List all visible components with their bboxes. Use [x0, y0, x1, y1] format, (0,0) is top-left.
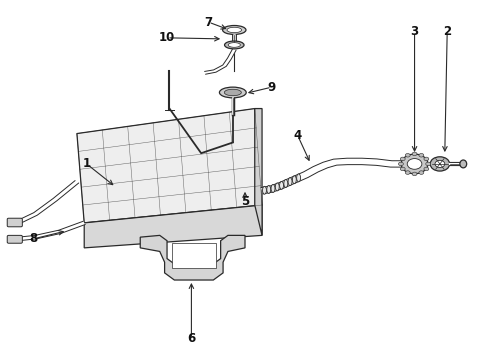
Polygon shape: [77, 109, 262, 223]
Ellipse shape: [227, 27, 242, 33]
Ellipse shape: [419, 153, 424, 157]
Polygon shape: [17, 181, 79, 224]
Ellipse shape: [419, 171, 424, 174]
Ellipse shape: [405, 153, 410, 157]
Text: 8: 8: [29, 233, 37, 246]
Ellipse shape: [400, 157, 405, 161]
Ellipse shape: [288, 178, 292, 185]
FancyBboxPatch shape: [7, 235, 23, 243]
Ellipse shape: [426, 162, 431, 166]
Ellipse shape: [412, 152, 417, 156]
Ellipse shape: [220, 87, 246, 98]
Polygon shape: [205, 49, 236, 74]
Ellipse shape: [401, 154, 428, 174]
Ellipse shape: [222, 26, 246, 35]
Text: 10: 10: [159, 31, 175, 44]
Ellipse shape: [263, 186, 267, 194]
Ellipse shape: [400, 167, 405, 171]
Text: 5: 5: [241, 195, 249, 208]
Ellipse shape: [293, 176, 296, 184]
Ellipse shape: [424, 167, 429, 171]
Polygon shape: [261, 158, 418, 194]
Ellipse shape: [398, 162, 403, 166]
Text: 2: 2: [443, 25, 451, 38]
Ellipse shape: [407, 158, 422, 169]
Ellipse shape: [405, 171, 410, 174]
Ellipse shape: [430, 157, 450, 171]
Text: 7: 7: [204, 15, 213, 28]
Text: 9: 9: [268, 81, 276, 94]
Ellipse shape: [280, 181, 284, 189]
Text: 6: 6: [187, 333, 196, 346]
Ellipse shape: [284, 180, 288, 188]
Ellipse shape: [224, 41, 244, 49]
Ellipse shape: [412, 172, 417, 176]
Ellipse shape: [271, 185, 275, 192]
Ellipse shape: [267, 185, 270, 193]
Ellipse shape: [435, 160, 445, 167]
Polygon shape: [18, 221, 85, 241]
Text: 1: 1: [83, 157, 91, 170]
FancyBboxPatch shape: [7, 218, 23, 227]
Polygon shape: [140, 235, 245, 280]
Ellipse shape: [224, 89, 242, 96]
Ellipse shape: [296, 174, 300, 182]
Polygon shape: [172, 243, 216, 267]
Polygon shape: [84, 205, 262, 248]
Ellipse shape: [460, 160, 466, 168]
Polygon shape: [255, 109, 262, 235]
Ellipse shape: [228, 42, 241, 47]
Ellipse shape: [424, 157, 429, 161]
Text: 4: 4: [294, 129, 302, 142]
Text: 3: 3: [411, 25, 418, 38]
Ellipse shape: [275, 183, 279, 191]
